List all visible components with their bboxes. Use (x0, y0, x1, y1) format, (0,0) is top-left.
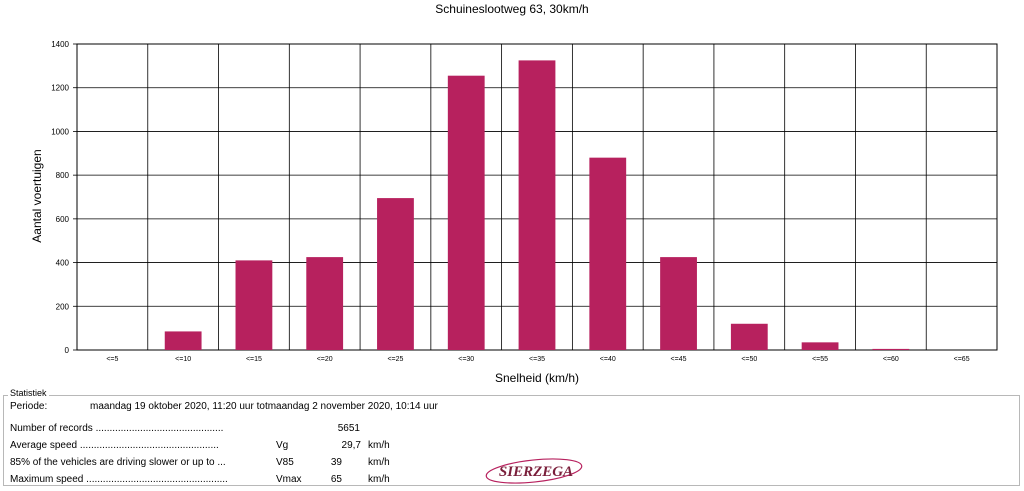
x-tick-label: <=25 (387, 356, 403, 363)
bar-chart: Schuineslootweg 63, 30km/h 0 200 400 600 800… (30, 2, 998, 385)
x-tick-label: <=60 (883, 356, 899, 363)
stat-unit-v85: km/h (368, 457, 390, 468)
y-axis-label: Aantal voertuigen (30, 149, 44, 242)
logo-text: SIERZEGA (499, 464, 573, 480)
y-tick-label: 1000 (51, 127, 69, 136)
stat-label-records: Number of records ......................… (10, 423, 224, 434)
x-tick-label: <=40 (600, 356, 616, 363)
bar (306, 257, 344, 350)
bar (589, 157, 627, 350)
x-tick-labels: <=5 <=10 <=15 <=20 <=25 <=30 <=35 <=40 <=45 <=50 <… (106, 356, 969, 363)
stat-symbol-average: Vg (276, 440, 289, 451)
stat-label-average: Average speed ..........................… (10, 440, 219, 451)
x-tick-label: <=45 (671, 356, 687, 363)
y-tick-label: 0 (65, 346, 70, 355)
stat-value-records: 5651 (337, 423, 360, 434)
period-value: maandag 19 oktober 2020, 11:20 uur totma… (90, 401, 438, 412)
x-tick-label: <=15 (246, 356, 262, 363)
bars (164, 60, 910, 351)
bar (447, 75, 485, 350)
bar (235, 260, 273, 350)
y-tick-label: 1400 (51, 40, 69, 49)
y-tick-label: 800 (56, 171, 70, 180)
period-label: Periode: (10, 401, 48, 412)
x-tick-label: <=65 (954, 356, 970, 363)
stat-label-max: Maximum speed ..........................… (10, 474, 228, 485)
y-tick-label: 600 (56, 215, 70, 224)
bar (518, 60, 556, 351)
bar (730, 323, 768, 350)
stat-symbol-max: Vmax (276, 474, 302, 485)
x-tick-label: <=20 (317, 356, 333, 363)
stat-value-v85: 39 (330, 457, 342, 468)
bar (801, 342, 839, 350)
sierzega-logo: SIERZEGA (485, 458, 583, 484)
x-tick-label: <=5 (106, 356, 118, 363)
x-tick-label: <=55 (812, 356, 828, 363)
stat-symbol-v85: V85 (276, 457, 294, 468)
bar (377, 198, 414, 350)
x-tick-label: <=50 (741, 356, 757, 363)
stat-label-v85: 85% of the vehicles are driving slower o… (10, 457, 226, 468)
x-tick-label: <=35 (529, 356, 545, 363)
stat-value-max: 65 (330, 474, 342, 485)
stat-unit-max: km/h (368, 474, 390, 485)
statistics-panel (3, 395, 1020, 486)
x-axis-label: Snelheid (km/h) (495, 371, 579, 385)
stat-value-average: 29,7 (341, 440, 361, 451)
stat-unit-average: km/h (368, 440, 390, 451)
statistics-legend: Statistiek (8, 388, 49, 398)
x-tick-label: <=10 (175, 356, 191, 363)
bar (872, 348, 910, 350)
chart-title: Schuineslootweg 63, 30km/h (435, 2, 588, 16)
y-tick-label: 400 (56, 259, 70, 268)
y-tick-label: 1200 (51, 84, 69, 93)
y-tick-label: 200 (56, 302, 70, 311)
x-tick-label: <=30 (458, 356, 474, 363)
bar (164, 331, 202, 350)
bar (660, 257, 697, 350)
y-tick-labels: 0 200 400 600 800 1000 1200 1400 (51, 40, 69, 355)
